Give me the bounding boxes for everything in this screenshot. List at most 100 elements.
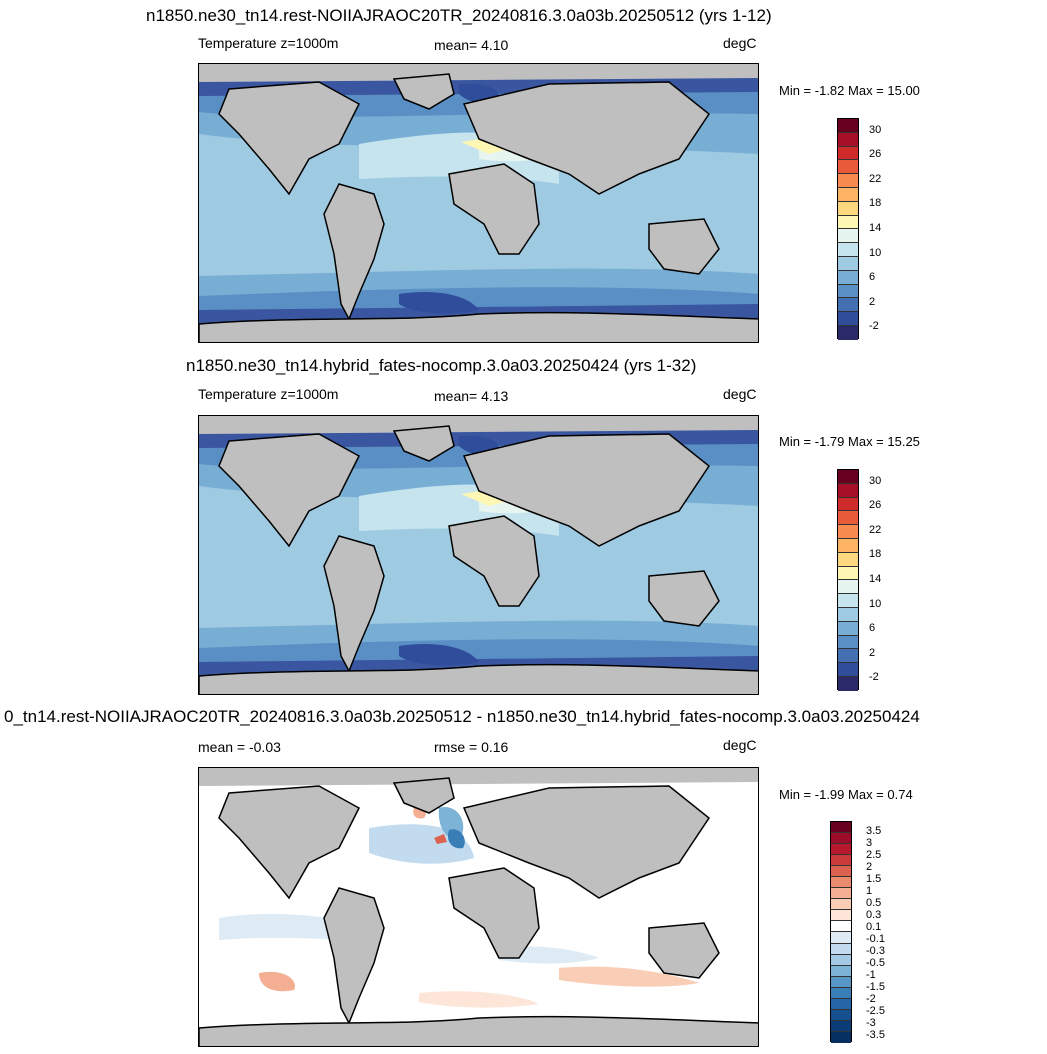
- panel3-title: 0_tn14.rest-NOIIAJRAOC20TR_20240816.3.0a…: [4, 707, 920, 726]
- panel3-colorbar-label: -1: [866, 969, 876, 981]
- panel1-colorbar-swatch: [838, 132, 858, 147]
- panel1-colorbar-swatch: [838, 119, 858, 133]
- panel2-units-label: degC: [723, 386, 757, 402]
- panel1-colorbar-swatch: [838, 325, 858, 340]
- panel2-colorbar-swatch: [838, 511, 858, 526]
- panel3-colorbar-label: 0.3: [866, 909, 882, 921]
- panel3-colorbar-swatch: [831, 998, 851, 1010]
- panel2-variable-label: Temperature z=1000m: [198, 386, 339, 402]
- panel2-colorbar-label: -2: [869, 671, 879, 683]
- panel2-colorbar-swatch: [838, 483, 858, 498]
- panel1-colorbar-swatch: [838, 160, 858, 175]
- panel2-colorbar-swatch: [838, 552, 858, 567]
- panel3-colorbar-label: 3: [866, 837, 873, 849]
- panel3-colorbar-label: 1.5: [866, 873, 882, 885]
- panel2-map: [198, 415, 759, 695]
- panel3-colorbar-swatch: [831, 877, 851, 889]
- panel1-title: n1850.ne30_tn14.rest-NOIIAJRAOC20TR_2024…: [146, 6, 772, 25]
- panel3-map: [198, 767, 759, 1047]
- panel3-colorbar-swatch: [831, 888, 851, 900]
- panel3-colorbar-label: 1: [866, 885, 873, 897]
- panel3-colorbar-swatch: [831, 855, 851, 867]
- panel2-title: n1850.ne30_tn14.hybrid_fates-nocomp.3.0a…: [186, 356, 697, 375]
- panel2-colorbar-label: 6: [869, 622, 876, 634]
- panel1-mean-label: mean= 4.10: [434, 37, 509, 53]
- panel1-colorbar-swatch: [838, 243, 858, 257]
- panel3-colorbar-swatch: [831, 954, 851, 966]
- panel2-colorbar-label: 26: [869, 499, 882, 511]
- panel2-colorbar-label: 2: [869, 647, 876, 659]
- panel3-colorbar-label: -0.3: [866, 945, 885, 957]
- panel2-mean-label: mean= 4.13: [434, 388, 509, 404]
- panel3-mean-label: mean = -0.03: [198, 739, 281, 755]
- panel1-variable-label: Temperature z=1000m: [198, 35, 339, 51]
- panel2-colorbar-swatch: [838, 497, 858, 512]
- panel1-colorbar-swatch: [838, 298, 858, 313]
- panel3-colorbar-label: 2.5: [866, 849, 882, 861]
- panel3-colorbar-swatch: [831, 1020, 851, 1032]
- panel3-colorbar-label: -3: [866, 1017, 876, 1029]
- panel3-rmse-label: rmse = 0.16: [434, 739, 509, 755]
- panel3-colorbar-swatch: [831, 1009, 851, 1021]
- panel1-colorbar-swatch: [838, 312, 858, 326]
- panel1-minmax-label: Min = -1.82 Max = 15.00: [779, 83, 920, 98]
- panel1-units-label: degC: [723, 35, 757, 51]
- panel2-minmax-label: Min = -1.79 Max = 15.25: [779, 434, 920, 449]
- panel2-colorbar-swatch: [838, 607, 858, 622]
- panel1-colorbar-label: 26: [869, 148, 882, 160]
- panel2-colorbar-swatch: [838, 594, 858, 608]
- panel3-colorbar-swatch: [831, 822, 851, 834]
- panel3-colorbar-swatch: [831, 921, 851, 933]
- panel1-colorbar-label: 10: [869, 247, 882, 259]
- panel3-colorbar-swatch: [831, 932, 851, 944]
- panel2-colorbar-label: 10: [869, 598, 882, 610]
- panel3-colorbar-swatch: [831, 943, 851, 955]
- panel1-colorbar-swatch: [838, 146, 858, 161]
- panel1-colorbar-swatch: [838, 256, 858, 271]
- panel2-colorbar-swatch: [838, 676, 858, 691]
- panel3-colorbar-label: -2.5: [866, 1005, 885, 1017]
- panel1-colorbar-label: 22: [869, 173, 882, 185]
- panel1-colorbar-swatch: [838, 187, 858, 202]
- panel3-colorbar-label: -1.5: [866, 981, 885, 993]
- panel3-colorbar-swatch: [831, 899, 851, 911]
- panel1-colorbar-label: 6: [869, 271, 876, 283]
- panel2-colorbar-swatch: [838, 649, 858, 664]
- panel2-map-svg: [199, 416, 758, 694]
- panel1-colorbar-swatch: [838, 215, 858, 230]
- panel3-colorbar-swatch: [831, 976, 851, 988]
- panel2-colorbar-label: 30: [869, 475, 882, 487]
- panel2-colorbar-swatch: [838, 663, 858, 677]
- panel1-colorbar-label: -2: [869, 320, 879, 332]
- panel3-colorbar-label: 0.5: [866, 897, 882, 909]
- panel2-colorbar-swatch: [838, 538, 858, 553]
- panel1-colorbar-swatch: [838, 270, 858, 285]
- panel3-colorbar-swatch: [831, 844, 851, 856]
- panel3-units-label: degC: [723, 737, 757, 753]
- panel3-map-svg: [199, 768, 758, 1046]
- panel3-colorbar-swatch: [831, 1031, 851, 1043]
- panel2-colorbar-swatch: [838, 525, 858, 539]
- panel3-colorbar-label: 3.5: [866, 825, 882, 837]
- panel2-colorbar-swatch: [838, 635, 858, 650]
- panel2-colorbar-swatch: [838, 470, 858, 484]
- panel1-colorbar-swatch: [838, 174, 858, 188]
- panel2-colorbar-swatch: [838, 621, 858, 636]
- panel1-colorbar-swatch: [838, 201, 858, 216]
- panel1-colorbar-swatch: [838, 284, 858, 299]
- panel3-colorbar-label: -2: [866, 993, 876, 1005]
- panel3-colorbar: [830, 821, 852, 1043]
- panel2-colorbar-label: 18: [869, 548, 882, 560]
- panel3-colorbar-label: -3.5: [866, 1029, 885, 1041]
- panel2-colorbar-swatch: [838, 580, 858, 595]
- panel2-colorbar: [837, 469, 859, 691]
- panel2-colorbar-label: 14: [869, 573, 882, 585]
- panel3-colorbar-swatch: [831, 987, 851, 999]
- panel3-colorbar-label: -0.5: [866, 957, 885, 969]
- panel3-minmax-label: Min = -1.99 Max = 0.74: [779, 787, 913, 802]
- panel1-colorbar: [837, 118, 859, 340]
- panel2-colorbar-label: 22: [869, 524, 882, 536]
- panel3-colorbar-swatch: [831, 866, 851, 878]
- panel3-colorbar-swatch: [831, 910, 851, 922]
- panel1-colorbar-label: 18: [869, 197, 882, 209]
